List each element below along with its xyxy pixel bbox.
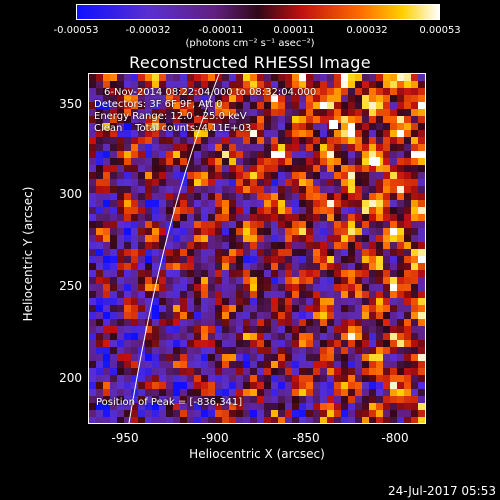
y-axis-title: Heliocentric Y (arcsec) <box>21 186 35 322</box>
energy-range-label: Energy Range: 12.0 - 25.0 keV <box>94 111 247 122</box>
colorbar-tick: 0.00011 <box>273 25 315 36</box>
y-tick-label: 350 <box>59 97 82 111</box>
solar-limb-line <box>128 74 220 423</box>
y-tick-label: 200 <box>59 371 82 385</box>
x-tick-label: -950 <box>111 431 139 445</box>
rhessi-image <box>88 73 426 424</box>
plot-title: Reconstructed RHESSI Image <box>129 53 371 72</box>
y-tick-label: 250 <box>59 279 82 293</box>
colorbar-tick: -0.00053 <box>53 25 99 36</box>
x-axis-title: Heliocentric X (arcsec) <box>189 447 325 461</box>
peak-marker <box>371 157 380 166</box>
clean-counts-label: Clean Total counts: 4.11E+03 <box>94 123 252 134</box>
time-range-label: 6-Nov-2014 08:22:04.000 to 08:32:04.000 <box>104 87 317 98</box>
colorbar-tick: 0.00053 <box>419 25 461 36</box>
heatmap-canvas <box>89 74 425 423</box>
colorbar-units: (photons cm⁻² s⁻¹ asec⁻²) <box>185 38 315 49</box>
x-tick-label: -800 <box>381 431 409 445</box>
render-datestamp: 24-Jul-2017 05:53 <box>387 484 496 498</box>
y-tick-label: 300 <box>59 187 82 201</box>
peak-marker <box>329 120 338 129</box>
detectors-label: Detectors: 3F 6F 9F, Att 0 <box>94 99 223 110</box>
x-tick-label: -850 <box>292 431 320 445</box>
x-tick-label: -900 <box>201 431 229 445</box>
colorbar-tick: -0.00011 <box>198 25 244 36</box>
colorbar <box>76 4 440 20</box>
colorbar-tick: -0.00032 <box>125 25 171 36</box>
colorbar-tick: 0.00032 <box>346 25 388 36</box>
peak-position-label: Position of Peak = [-836,341] <box>96 397 243 408</box>
